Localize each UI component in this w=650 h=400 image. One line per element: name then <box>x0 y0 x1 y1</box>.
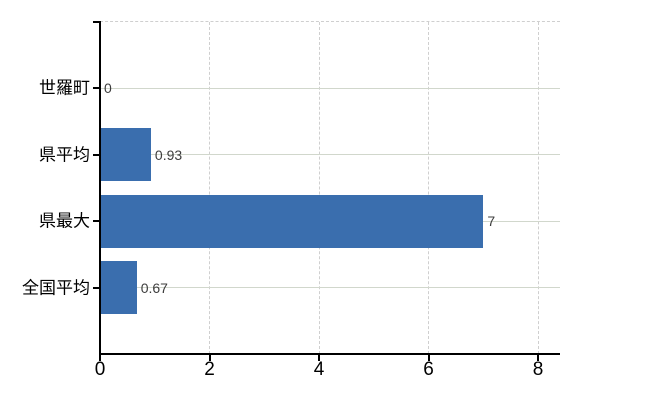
plot-top-border <box>100 21 560 22</box>
y-axis-line <box>99 21 101 355</box>
bar <box>100 194 484 248</box>
category-label: 世羅町 <box>39 78 90 98</box>
y-axis-end-tick <box>93 21 100 23</box>
y-gridline <box>100 87 560 89</box>
x-gridline <box>209 22 211 354</box>
x-axis-tick <box>537 355 540 361</box>
x-axis-tick <box>208 355 211 361</box>
y-axis-tick <box>93 286 100 289</box>
x-axis-tick <box>427 355 430 361</box>
bar-value-label: 0 <box>104 80 112 97</box>
y-axis-tick <box>93 220 100 223</box>
bar <box>100 128 151 182</box>
category-label: 県平均 <box>39 145 90 165</box>
bar-value-label: 0.67 <box>140 279 168 296</box>
y-axis-tick <box>93 87 100 90</box>
x-axis-tick-label: 4 <box>313 359 325 380</box>
bar <box>100 261 137 315</box>
category-label: 県最大 <box>39 211 90 231</box>
x-axis-tick-label: 6 <box>423 359 434 380</box>
y-axis-tick <box>93 153 100 156</box>
x-axis-tick-label: 0 <box>94 359 106 380</box>
x-axis-tick-label: 8 <box>532 359 544 380</box>
x-axis-tick <box>99 355 101 361</box>
x-axis-tick-label: 2 <box>204 359 215 380</box>
plot-area: 0 0.93 7 0.67 <box>100 21 560 354</box>
x-gridline <box>428 22 430 354</box>
x-axis-line <box>99 353 560 355</box>
x-gridline <box>318 22 320 354</box>
bar-value-label: 7 <box>487 213 496 230</box>
category-label: 全国平均 <box>22 278 90 298</box>
x-gridline <box>537 22 539 354</box>
bar-value-label: 0.93 <box>154 146 183 163</box>
x-axis-tick <box>318 355 321 361</box>
y-gridline <box>100 154 560 156</box>
y-gridline <box>100 287 560 289</box>
